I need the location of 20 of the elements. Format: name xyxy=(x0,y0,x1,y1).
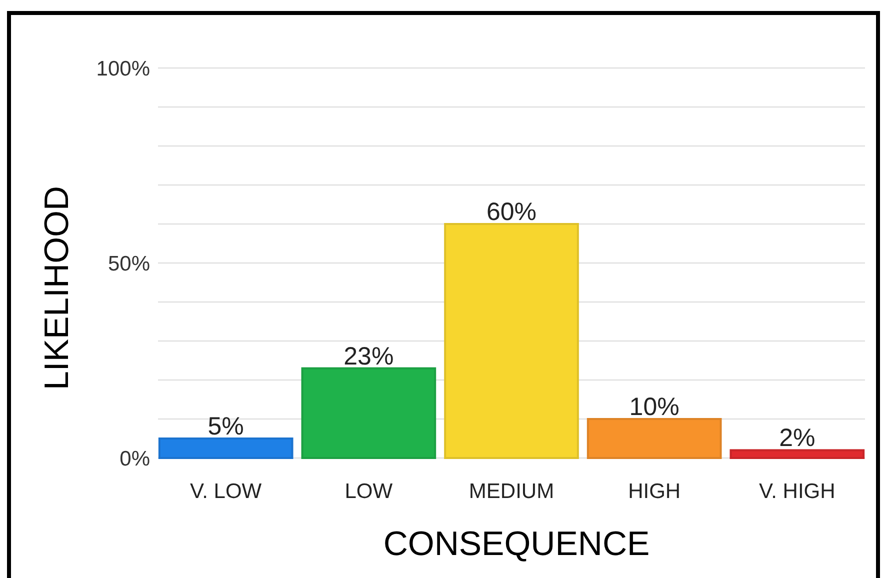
bar xyxy=(730,449,865,459)
data-label: 23% xyxy=(344,342,394,370)
x-tick-label: V. HIGH xyxy=(759,480,836,503)
x-tick-label: LOW xyxy=(344,480,393,503)
data-label: 60% xyxy=(486,198,537,226)
data-label: 10% xyxy=(629,393,680,421)
x-tick-label: MEDIUM xyxy=(468,480,554,503)
data-label: 5% xyxy=(208,412,244,440)
bar xyxy=(301,367,436,459)
bar xyxy=(158,438,294,459)
x-axis-title: CONSEQUENCE xyxy=(383,525,650,563)
x-tick-label: V. LOW xyxy=(190,480,262,503)
y-axis-title: LIKELIHOOD xyxy=(38,186,76,390)
x-tick-label: HIGH xyxy=(628,480,681,503)
data-label: 2% xyxy=(779,424,816,452)
y-tick-label: 50% xyxy=(108,252,150,276)
y-tick-label: 0% xyxy=(120,447,150,470)
bar xyxy=(586,418,722,459)
y-tick-label: 100% xyxy=(96,57,150,80)
bar xyxy=(444,223,579,459)
